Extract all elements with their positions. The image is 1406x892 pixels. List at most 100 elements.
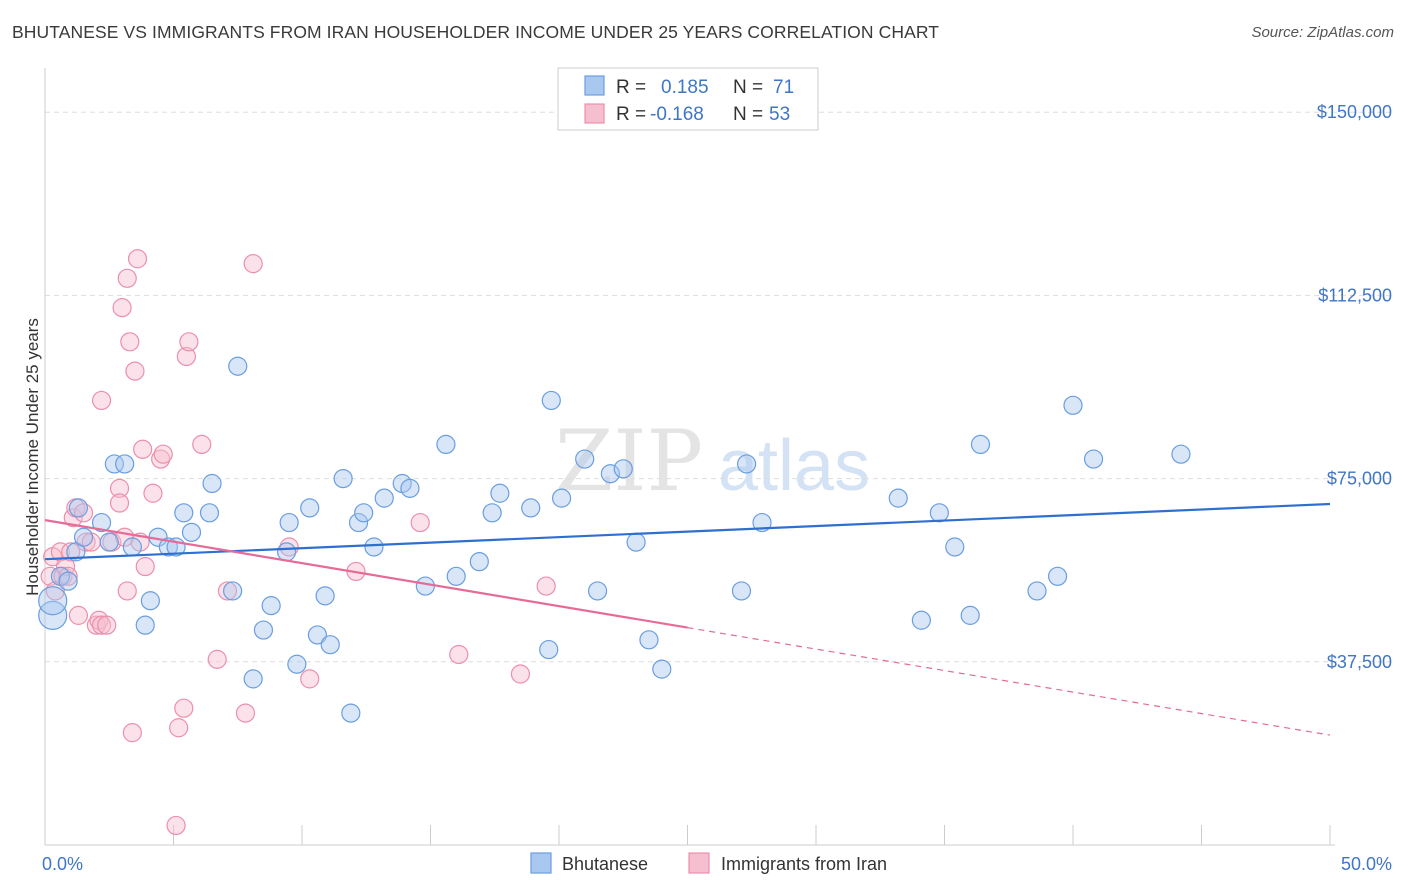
bhutanese-point [929, 503, 949, 523]
iran-point [169, 718, 189, 738]
iran-point [122, 723, 142, 743]
bhutanese-point [276, 542, 297, 562]
bhutanese-point [613, 459, 633, 479]
bhutanese-point [243, 669, 263, 689]
iran-trend-line-extension [687, 627, 1331, 736]
iran-point [192, 434, 212, 455]
bhutanese-point [970, 434, 991, 455]
correlation-legend: R = 0.185 N = 71 R = -0.168 N = 53 [557, 67, 819, 131]
iran-points [40, 249, 556, 836]
bhutanese-point [1047, 566, 1068, 586]
bhutanese-point [575, 449, 595, 469]
bhutanese-point [587, 581, 608, 601]
bhutanese-point [261, 596, 281, 616]
y-tick-label: $37,500 [1327, 652, 1392, 672]
bhutanese-point [752, 512, 772, 533]
bhutanese-point [415, 576, 435, 596]
y-tick-labels: $37,500 $75,000 $112,500 $150,000 [1317, 102, 1392, 672]
iran-point [207, 649, 227, 669]
iran-point [176, 346, 196, 367]
bottom-legend-swatch-bhutanese [530, 852, 552, 874]
iran-point [109, 493, 130, 513]
bhutanese-point [945, 537, 965, 557]
bhutanese-point [140, 591, 160, 611]
iran-point [243, 254, 263, 274]
bhutanese-point [99, 532, 119, 552]
iran-point [68, 605, 89, 625]
bhutanese-point [374, 488, 394, 508]
legend-swatch-iran [584, 103, 605, 124]
iran-point [449, 644, 469, 665]
bhutanese-point [1083, 449, 1104, 469]
bhutanese-point [300, 498, 320, 518]
iran-point [410, 512, 430, 533]
iran-point [91, 615, 112, 635]
y-tick-label: $75,000 [1327, 469, 1392, 489]
bhutanese-point [551, 488, 572, 508]
bhutanese-point [541, 390, 561, 411]
bhutanese-point [73, 527, 94, 547]
bhutanese-point [539, 639, 559, 660]
bhutanese-point [181, 522, 202, 542]
bhutanese-point [320, 635, 340, 655]
bhutanese-point [174, 503, 194, 523]
bhutanese-point [228, 356, 248, 376]
bhutanese-point [341, 703, 361, 723]
iran-trend-line [44, 519, 688, 629]
iran-point [133, 439, 153, 459]
x-tick-label-min: 0.0% [42, 854, 83, 874]
bhutanese-points [38, 356, 1191, 723]
legend-r-label-iran: R = [616, 104, 646, 125]
bhutanese-point [626, 532, 646, 552]
bhutanese-point [960, 605, 980, 625]
bhutanese-point [600, 464, 621, 484]
iran-point [117, 581, 137, 601]
bhutanese-point [253, 620, 274, 640]
legend-swatch-bhutanese [584, 75, 605, 96]
legend-r-value-bhutanese: 0.185 [661, 77, 709, 98]
bhutanese-point [38, 586, 68, 616]
legend-n-label-bhutanese: N = [733, 77, 763, 98]
iran-point [179, 332, 199, 352]
bhutanese-point [122, 537, 142, 557]
iran-point [127, 249, 148, 269]
bottom-legend-label-bhutanese: Bhutanese [562, 854, 648, 874]
iran-point [300, 669, 320, 689]
x-tick-label-max: 50.0% [1341, 854, 1392, 874]
bhutanese-point [307, 625, 328, 645]
bhutanese-point [315, 586, 335, 606]
iran-point [120, 332, 140, 352]
iran-point [510, 664, 531, 684]
y-tick-label: $112,500 [1318, 285, 1392, 305]
bhutanese-point [104, 454, 124, 474]
bhutanese-point [348, 512, 369, 533]
legend-r-label-bhutanese: R = [616, 77, 646, 98]
series-legend: Bhutanese Immigrants from Iran [530, 852, 887, 874]
chart-title: BHUTANESE VS IMMIGRANTS FROM IRAN HOUSEH… [12, 22, 940, 42]
bhutanese-point [199, 503, 220, 523]
bhutanese-point [888, 488, 908, 508]
bhutanese-point [436, 434, 456, 455]
grid-lines [45, 111, 1395, 663]
bhutanese-point [279, 512, 299, 533]
iran-point [235, 703, 256, 723]
bhutanese-point [135, 615, 155, 635]
bhutanese-point [202, 473, 222, 494]
bhutanese-point [482, 503, 502, 523]
iran-point [166, 815, 186, 836]
bhutanese-point [287, 654, 307, 674]
bhutanese-point [521, 498, 541, 518]
bhutanese-point [68, 498, 89, 518]
bhutanese-point [731, 581, 752, 601]
iran-point [153, 444, 173, 464]
bhutanese-point [58, 571, 78, 591]
iran-point [58, 566, 78, 586]
iran-point [174, 698, 194, 718]
legend-n-value-iran: 53 [769, 104, 790, 125]
bhutanese-point [38, 600, 68, 630]
bhutanese-point [639, 630, 659, 650]
bhutanese-point [490, 483, 510, 503]
bhutanese-trend-line [44, 502, 1331, 561]
bhutanese-point [115, 454, 135, 474]
